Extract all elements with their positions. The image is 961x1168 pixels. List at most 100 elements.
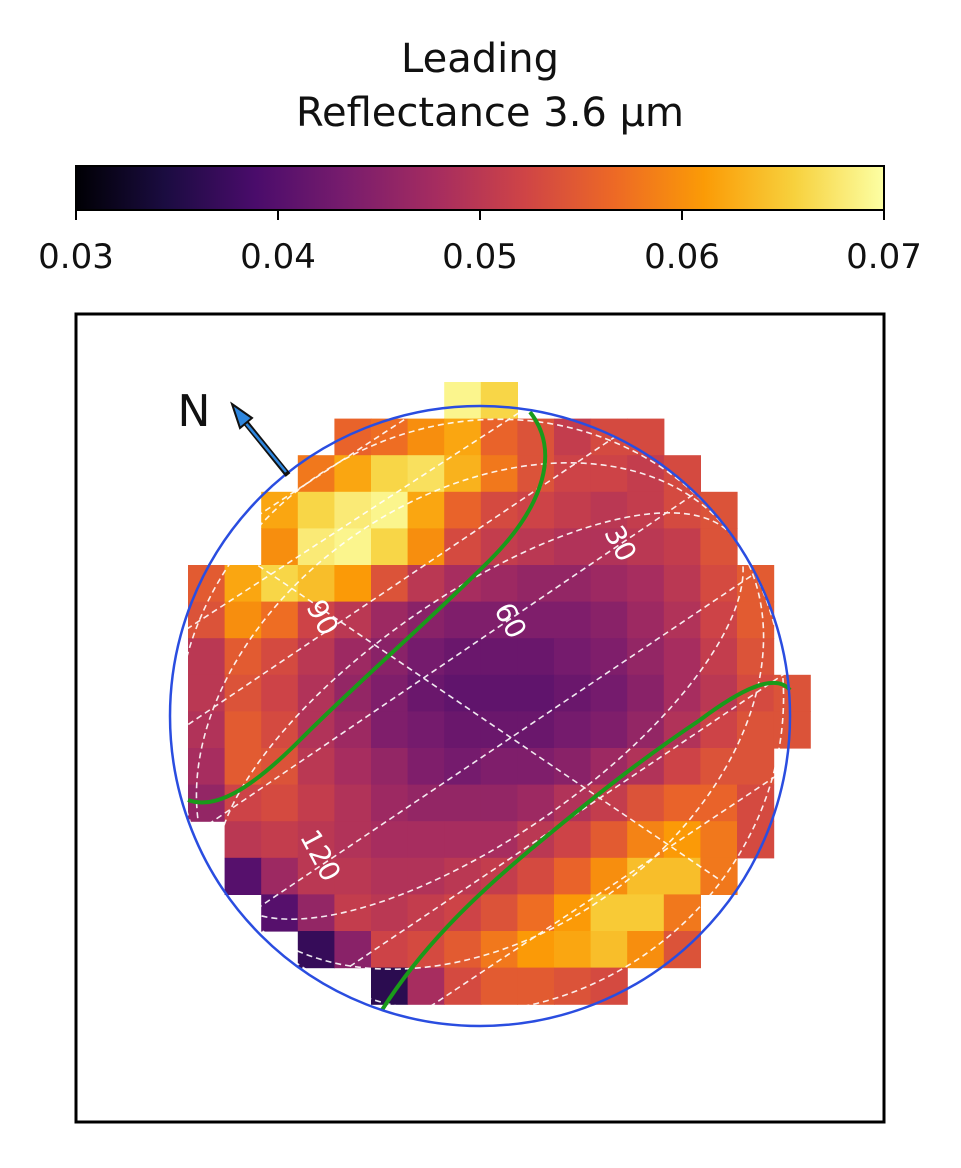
reflectance-pixel — [517, 857, 555, 895]
reflectance-pixel — [663, 491, 701, 529]
reflectance-pixel — [334, 857, 372, 895]
green-curve-upper — [187, 410, 548, 805]
reflectance-pixel — [663, 821, 701, 859]
reflectance-pixel — [407, 784, 445, 822]
reflectance-pixel — [444, 601, 482, 639]
reflectance-pixel — [444, 711, 482, 749]
chart-subtitle: Reflectance 3.6 μm — [296, 90, 684, 136]
reflectance-pixel — [261, 601, 299, 639]
reflectance-pixel — [663, 748, 701, 786]
reflectance-pixel — [407, 674, 445, 712]
reflectance-pixel — [371, 748, 409, 786]
reflectance-pixel — [334, 784, 372, 822]
reflectance-pixel — [627, 491, 665, 529]
reflectance-pixel — [663, 601, 701, 639]
reflectance-pixel — [444, 857, 482, 895]
reflectance-pixel — [663, 638, 701, 676]
reflectance-pixel — [773, 674, 811, 712]
reflectance-pixel — [297, 857, 335, 895]
parallel-line — [239, 569, 761, 921]
reflectance-pixel — [334, 894, 372, 932]
reflectance-pixel — [188, 748, 226, 786]
reflectance-pixel — [554, 894, 592, 932]
reflectance-pixel — [590, 565, 628, 603]
reflectance-pixel — [407, 491, 445, 529]
north-label: N — [178, 386, 211, 437]
reflectance-pixel — [444, 674, 482, 712]
reflectance-pixel — [261, 711, 299, 749]
reflectance-pixel — [444, 931, 482, 969]
reflectance-pixel — [261, 821, 299, 859]
reflectance-pixel — [261, 491, 299, 529]
reflectance-pixel — [737, 601, 775, 639]
reflectance-pixel — [188, 711, 226, 749]
reflectance-pixel — [663, 857, 701, 895]
reflectance-pixel — [224, 784, 262, 822]
reflectance-pixel — [371, 491, 409, 529]
reflectance-pixel — [627, 638, 665, 676]
reflectance-pixel — [297, 528, 335, 566]
reflectance-pixel — [590, 491, 628, 529]
reflectance-pixel — [371, 674, 409, 712]
reflectance-pixel — [737, 748, 775, 786]
reflectance-pixel — [188, 638, 226, 676]
colorbar-tick-label: 0.06 — [644, 237, 720, 277]
reflectance-pixel — [480, 601, 518, 639]
chart-title: Leading — [401, 36, 559, 82]
reflectance-pixel — [517, 967, 555, 1005]
reflectance-pixel — [224, 638, 262, 676]
reflectance-pixel — [224, 711, 262, 749]
reflectance-pixel — [554, 455, 592, 493]
reflectance-pixel — [517, 455, 555, 493]
reflectance-pixel — [224, 821, 262, 859]
reflectance-pixel — [297, 748, 335, 786]
reflectance-pixel — [590, 638, 628, 676]
reflectance-pixel — [700, 638, 738, 676]
reflectance-pixel — [517, 601, 555, 639]
reflectance-pixel — [297, 894, 335, 932]
reflectance-pixel — [590, 821, 628, 859]
reflectance-pixel — [261, 784, 299, 822]
reflectance-pixel — [480, 931, 518, 969]
reflectance-pixel — [261, 857, 299, 895]
reflectance-pixel — [554, 857, 592, 895]
reflectance-pixel — [590, 894, 628, 932]
north-indicator: N — [178, 386, 291, 477]
reflectance-pixel — [517, 931, 555, 969]
reflectance-pixel — [627, 455, 665, 493]
reflectance-pixel — [444, 382, 482, 420]
reflectance-pixel — [371, 784, 409, 822]
reflectance-pixel — [371, 857, 409, 895]
reflectance-pixel — [334, 674, 372, 712]
reflectance-pixel — [371, 711, 409, 749]
reflectance-pixel — [407, 857, 445, 895]
reflectance-pixel — [480, 894, 518, 932]
north-arrow-shaft-fill — [243, 420, 287, 473]
parallel-line — [179, 419, 641, 731]
reflectance-pixel — [517, 565, 555, 603]
reflectance-pixel — [334, 455, 372, 493]
reflectance-pixel — [444, 455, 482, 493]
reflectance-pixel — [517, 674, 555, 712]
reflectance-pixel — [554, 748, 592, 786]
reflectance-pixel — [700, 857, 738, 895]
reflectance-pixel — [407, 565, 445, 603]
reflectance-pixel — [663, 565, 701, 603]
reflectance-pixel — [737, 711, 775, 749]
reflectance-pixel — [590, 711, 628, 749]
reflectance-pixel — [371, 931, 409, 969]
reflectance-pixel — [224, 857, 262, 895]
reflectance-pixel — [444, 821, 482, 859]
reflectance-pixel — [663, 894, 701, 932]
reflectance-pixel — [297, 601, 335, 639]
disk-outline — [168, 404, 792, 1028]
reflectance-pixel — [517, 638, 555, 676]
reflectance-pixel — [590, 857, 628, 895]
reflectance-pixel — [663, 528, 701, 566]
reflectance-pixel — [554, 528, 592, 566]
reflectance-pixel — [224, 674, 262, 712]
reflectance-pixel — [444, 491, 482, 529]
reflectance-pixel — [517, 894, 555, 932]
reflectance-pixel — [737, 638, 775, 676]
